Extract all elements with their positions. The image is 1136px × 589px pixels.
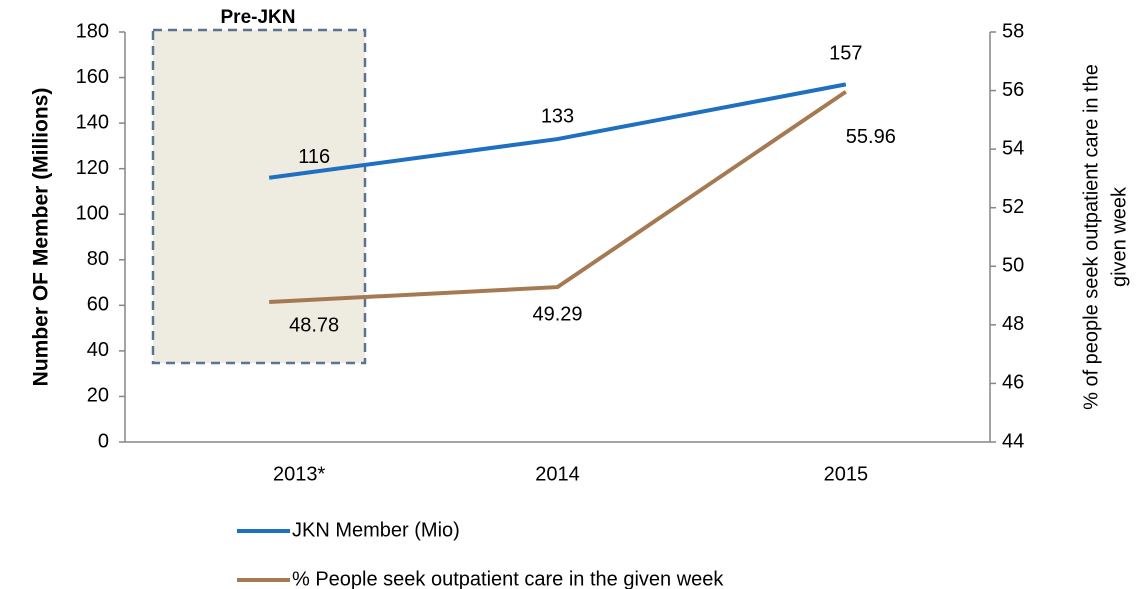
- y-tick-label: 140: [76, 111, 109, 133]
- series-line: [268, 82, 847, 180]
- data-label: 133: [541, 105, 574, 127]
- y2-axis-label: % of people seek outpatient care in the: [1080, 64, 1102, 410]
- y2-tick-label: 48: [1002, 313, 1024, 335]
- y-tick-label: 100: [76, 203, 109, 225]
- y-tick-label: 80: [87, 248, 109, 270]
- y2-tick-label: 44: [1002, 430, 1024, 452]
- annotation: Pre-JKN: [221, 7, 296, 28]
- y-tick-label: 20: [87, 385, 109, 407]
- data-label: 157: [829, 43, 862, 65]
- y-axis-label: Number OF Member (Millions): [30, 88, 53, 387]
- y-tick-label: 120: [76, 157, 109, 179]
- y2-axis-label: given week: [1108, 186, 1130, 287]
- y2-tick-label: 52: [1002, 196, 1024, 218]
- y2-tick-label: 58: [1002, 20, 1024, 42]
- y-tick-label: 60: [87, 294, 109, 316]
- legend-label: JKN Member (Mio): [292, 519, 460, 541]
- y2-tick-label: 46: [1002, 372, 1024, 394]
- data-label: 49.29: [532, 303, 582, 325]
- y-tick-label: 0: [98, 430, 109, 452]
- x-tick-label: 2015: [824, 463, 869, 485]
- data-label: 48.78: [289, 314, 339, 336]
- data-label: 116: [298, 146, 330, 168]
- series-line: [269, 90, 847, 305]
- y2-tick-label: 54: [1002, 137, 1024, 159]
- y-tick-label: 160: [76, 66, 109, 88]
- y2-tick-label: 50: [1002, 255, 1024, 277]
- y-tick-label: 40: [87, 339, 109, 361]
- legend-label: % People seek outpatient care in the giv…: [292, 568, 724, 589]
- pre-jkn-box: [151, 28, 367, 365]
- y-tick-label: 180: [76, 20, 109, 42]
- x-tick-label: 2013*: [273, 463, 325, 485]
- y2-tick-label: 56: [1002, 79, 1024, 101]
- data-label: 55.96: [846, 126, 896, 148]
- x-tick-label: 2014: [535, 463, 580, 485]
